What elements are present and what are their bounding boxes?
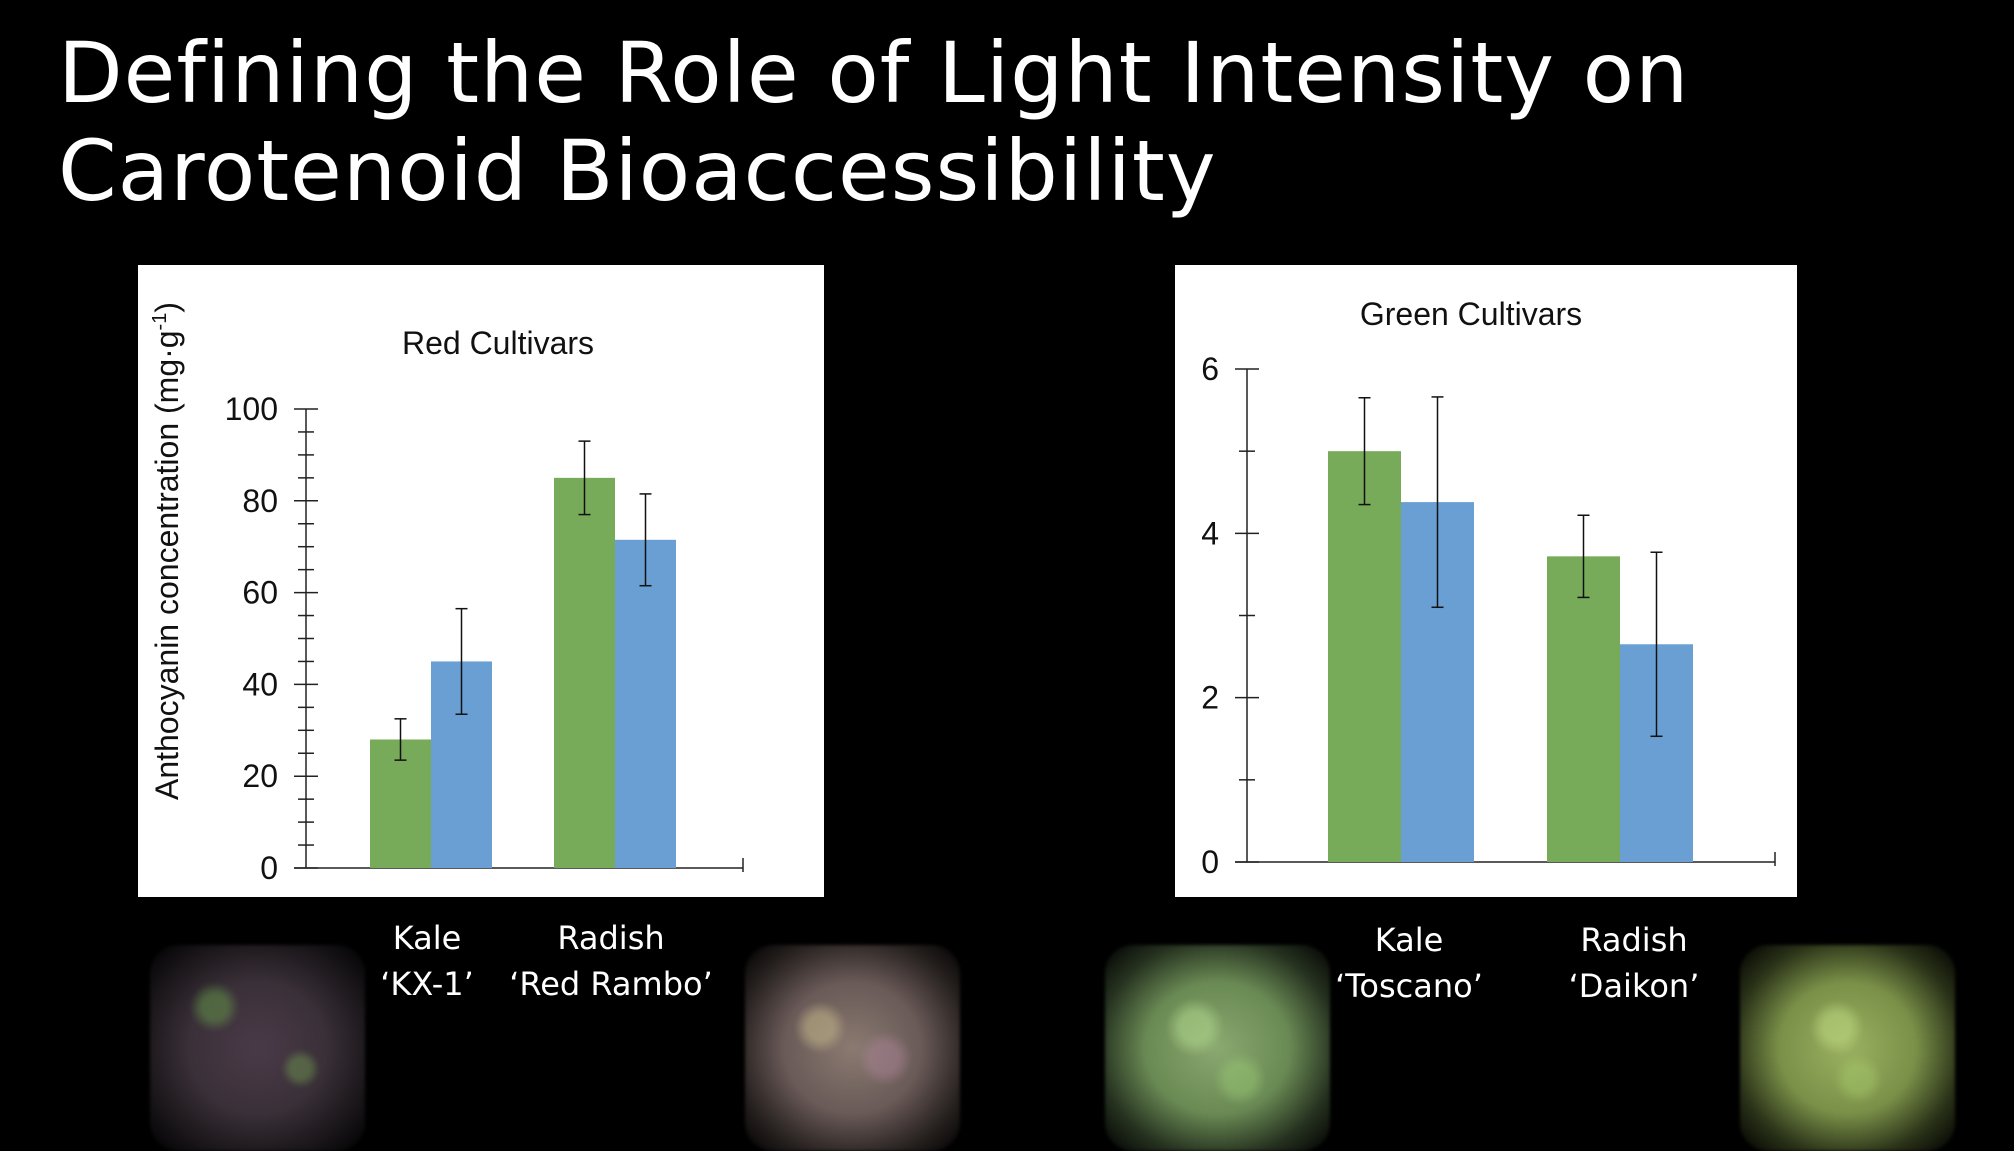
y-tick-label: 100 [225, 391, 278, 427]
y-tick-label: 20 [242, 758, 278, 794]
y-axis-label-end: ) [149, 302, 185, 313]
y-tick-label: 6 [1201, 351, 1219, 387]
bar [370, 739, 431, 868]
category-label-kale-toscano: Kale ‘Toscano’ [1335, 917, 1483, 1009]
y-tick-label: 2 [1201, 680, 1219, 716]
category-label-radish-red-rambo: Radish ‘Red Rambo’ [509, 915, 713, 1007]
category-label-line-2: ‘KX-1’ [380, 965, 474, 1003]
category-label-line-1: Radish [557, 919, 665, 957]
green-radish-microgreens-photo [1740, 945, 1955, 1151]
category-label-kale-kx1: Kale ‘KX-1’ [380, 915, 474, 1007]
green-cultivars-chart-panel: Green Cultivars 0 2 4 6 [1175, 265, 1797, 897]
slide-title-line-1: Defining the Role of Light Intensity on [58, 24, 1690, 122]
y-tick-label: 80 [242, 483, 278, 519]
category-label-line-2: ‘Toscano’ [1335, 967, 1483, 1005]
category-label-line-1: Radish [1580, 921, 1688, 959]
category-label-radish-daikon: Radish ‘Daikon’ [1569, 917, 1700, 1009]
y-tick-label: 40 [242, 666, 278, 702]
chart-title: Green Cultivars [1360, 296, 1582, 332]
red-kale-microgreens-photo [150, 945, 365, 1151]
y-tick-label: 0 [260, 850, 278, 886]
category-label-line-1: Kale [392, 919, 462, 957]
slide-title: Defining the Role of Light Intensity on … [58, 24, 1958, 220]
red-radish-microgreens-photo [745, 945, 960, 1151]
red-cultivars-chart: Red Cultivars Anthocyanin concentration (… [149, 302, 744, 886]
chart-title: Red Cultivars [402, 325, 594, 361]
category-label-line-2: ‘Red Rambo’ [509, 965, 713, 1003]
y-tick-label: 4 [1201, 515, 1219, 551]
y-axis-label: Anthocyanin concentration (mg·g-1) [149, 302, 185, 800]
category-label-line-1: Kale [1374, 921, 1444, 959]
slide-title-line-2: Carotenoid Bioaccessibility [58, 122, 1217, 220]
green-cultivars-chart: Green Cultivars 0 2 4 6 [1201, 296, 1776, 880]
y-axis-label-superscript: -1 [149, 313, 171, 331]
bar [615, 539, 676, 868]
red-cultivars-chart-panel: Red Cultivars Anthocyanin concentration (… [138, 265, 824, 897]
bar [1547, 556, 1620, 862]
y-axis-label-main: Anthocyanin concentration (mg·g [149, 330, 185, 800]
y-tick-label: 0 [1201, 844, 1219, 880]
bar [554, 477, 615, 868]
category-label-line-2: ‘Daikon’ [1568, 967, 1700, 1005]
y-tick-label: 60 [242, 575, 278, 611]
green-kale-microgreens-photo [1105, 945, 1330, 1151]
bar [1328, 451, 1401, 862]
